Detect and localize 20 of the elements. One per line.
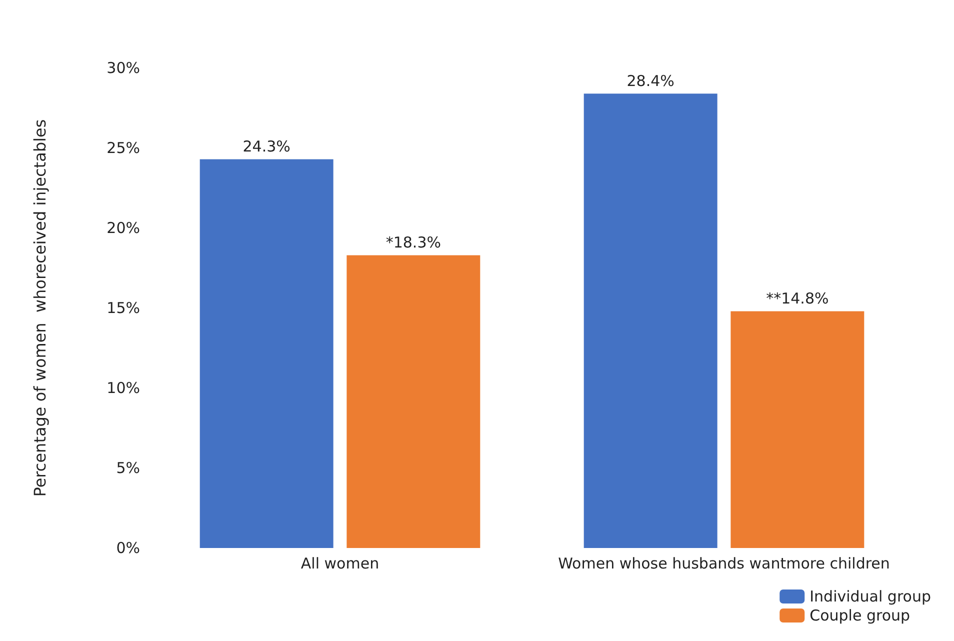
y-tick-label: 20% — [106, 219, 140, 237]
x-tick-label: Women whose husbands wantmore children — [558, 554, 890, 572]
y-tick-label: 25% — [106, 139, 140, 157]
data-label: **14.8% — [766, 290, 829, 308]
bar — [584, 94, 718, 548]
y-tick-label: 10% — [106, 379, 140, 397]
data-label: *18.3% — [386, 234, 441, 252]
y-tick-label: 15% — [106, 299, 140, 317]
data-label: 24.3% — [242, 138, 290, 156]
bar — [730, 311, 864, 548]
data-label: 28.4% — [626, 72, 674, 90]
y-tick-label: 30% — [106, 59, 140, 77]
legend-label: Individual group — [810, 588, 932, 606]
bar — [200, 159, 334, 548]
legend-label: Couple group — [810, 606, 910, 624]
x-tick-label: All women — [300, 554, 380, 572]
y-tick-label: 0% — [116, 539, 140, 557]
y-tick-label: 5% — [116, 459, 140, 477]
bar — [346, 255, 480, 548]
y-axis-title: Percentage of women whoreceived injectables — [30, 119, 50, 497]
